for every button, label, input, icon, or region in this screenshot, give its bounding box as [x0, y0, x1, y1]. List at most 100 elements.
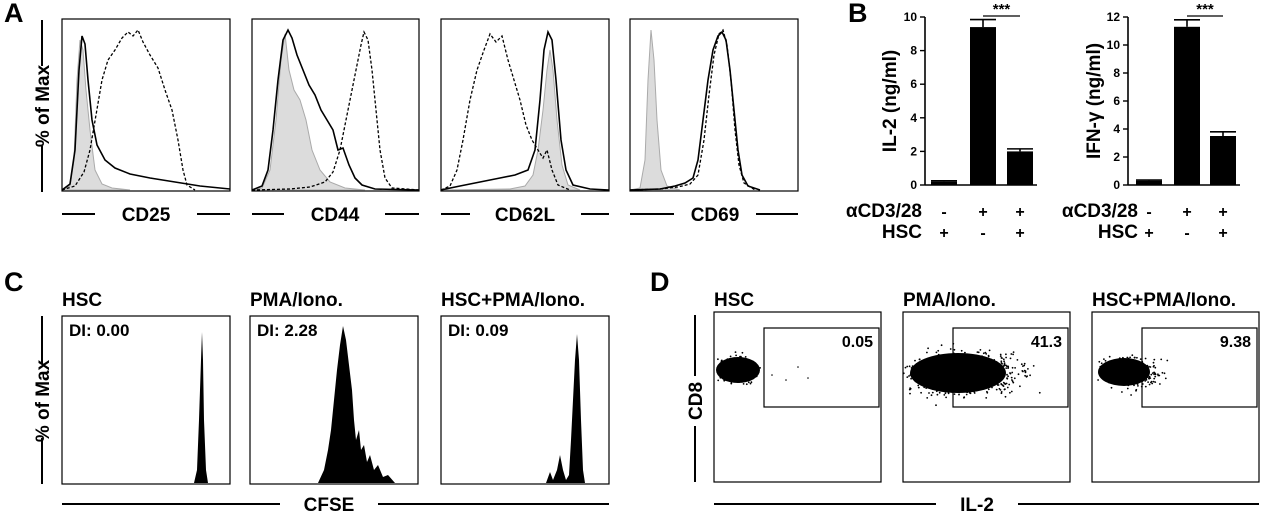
event-dot	[1145, 375, 1148, 378]
event-dot	[1115, 369, 1118, 372]
event-dot	[1038, 391, 1041, 394]
cfse-histogram	[318, 326, 395, 483]
condition-value: -	[1184, 225, 1189, 242]
event-dot	[973, 361, 976, 363]
plot-frame	[249, 315, 419, 485]
event-dot	[731, 379, 734, 382]
plot-title: PMA/Iono.	[903, 290, 996, 311]
event-dot	[938, 367, 940, 370]
event-dot	[975, 371, 978, 374]
event-dot	[992, 382, 995, 385]
event-dot	[1103, 368, 1106, 371]
y-tick-label: 10	[1107, 38, 1121, 52]
event-dot	[1148, 383, 1151, 386]
event-dot	[926, 397, 929, 399]
event-dot	[970, 385, 973, 388]
event-dot	[985, 372, 988, 375]
event-dot	[940, 374, 943, 377]
event-dot	[931, 374, 933, 377]
event-dot	[1123, 370, 1126, 373]
event-dot	[932, 377, 935, 380]
plot-frame	[713, 311, 882, 483]
event-dot	[959, 364, 962, 366]
event-dot	[1146, 370, 1149, 373]
event-dot	[1131, 379, 1134, 382]
event-dot	[730, 359, 733, 361]
event-dot	[968, 389, 970, 392]
event-dot	[932, 369, 935, 372]
event-dot	[728, 373, 730, 376]
event-dot	[898, 366, 900, 368]
event-dot	[980, 363, 983, 365]
event-dot	[1110, 369, 1113, 372]
condition-value: +	[1182, 204, 1191, 221]
event-dot	[750, 369, 753, 372]
event-dot	[745, 361, 748, 364]
event-dot	[987, 364, 990, 367]
event-dot	[1006, 386, 1009, 389]
event-dot	[996, 377, 999, 380]
event-dot	[1154, 366, 1157, 369]
event-dot	[940, 384, 943, 387]
event-dot	[955, 362, 958, 364]
event-dot	[1123, 359, 1125, 362]
event-dot	[1017, 373, 1020, 376]
event-dot	[1126, 387, 1129, 390]
event-dot	[1012, 351, 1015, 353]
event-dot	[964, 351, 966, 354]
event-dot	[953, 359, 956, 362]
panel-c-histogram-pma-iono: PMA/Iono. DI: 2.28	[249, 290, 419, 485]
solid-histogram	[441, 29, 609, 191]
event-dot	[964, 377, 967, 380]
gate-percentage: 0.05	[842, 334, 873, 351]
event-dot	[1008, 383, 1011, 386]
event-dot	[934, 368, 937, 371]
event-dot	[1124, 364, 1127, 367]
event-dot	[1157, 373, 1159, 376]
event-dot	[733, 361, 736, 363]
event-dot	[1108, 355, 1111, 358]
event-dot	[959, 374, 961, 377]
event-dot	[947, 372, 949, 375]
event-dot	[968, 364, 971, 367]
event-dot	[740, 357, 743, 359]
event-dot	[916, 365, 918, 368]
event-dot	[717, 379, 720, 382]
event-dot	[996, 363, 999, 366]
event-dot	[741, 365, 744, 368]
event-dot	[1136, 379, 1139, 382]
event-dot	[978, 384, 981, 386]
event-dot	[934, 356, 937, 359]
event-dot	[927, 370, 929, 372]
event-dot	[955, 390, 958, 393]
event-dot	[945, 368, 948, 371]
event-dot	[957, 380, 960, 383]
event-dot	[1120, 359, 1123, 362]
event-dot	[743, 359, 745, 362]
event-dot	[744, 359, 747, 362]
event-dot	[937, 349, 940, 352]
event-dot	[944, 364, 947, 367]
event-dot	[1000, 357, 1003, 359]
event-dot	[968, 358, 971, 361]
event-dot	[963, 396, 965, 399]
event-dot	[740, 355, 742, 358]
event-dot	[737, 366, 740, 369]
event-dot	[1163, 372, 1166, 375]
event-dot	[1004, 395, 1007, 398]
event-dot	[943, 379, 945, 382]
event-dot	[733, 362, 735, 365]
event-dot	[965, 362, 968, 364]
event-dot	[996, 384, 999, 386]
event-dot	[1158, 374, 1161, 377]
event-dot	[1147, 372, 1150, 374]
event-dot	[1127, 371, 1130, 374]
event-dot	[982, 352, 985, 355]
event-dot	[1121, 381, 1124, 384]
event-dot	[751, 374, 754, 377]
event-dot	[958, 393, 960, 396]
event-dot	[937, 366, 939, 369]
event-dot	[1128, 375, 1131, 378]
event-dot	[1107, 364, 1110, 367]
x-axis-label: CD69	[691, 205, 740, 226]
